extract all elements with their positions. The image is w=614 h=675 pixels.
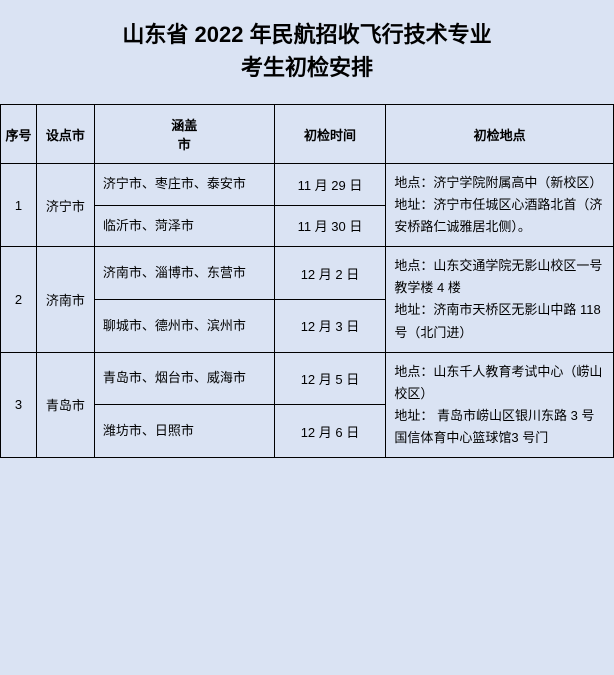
header-date: 初检时间 — [274, 105, 386, 164]
table-row: 2 济南市 济南市、淄博市、东营市 12 月 2 日 地点：山东交通学院无影山校… — [1, 247, 614, 300]
header-cover-line2: 市 — [99, 134, 270, 153]
cell-cover: 济南市、淄博市、东营市 — [94, 247, 274, 300]
cell-seq: 3 — [1, 352, 37, 457]
cell-date: 11 月 29 日 — [274, 164, 386, 206]
header-cover-line1: 涵盖 — [99, 115, 270, 134]
header-city: 设点市 — [36, 105, 94, 164]
cell-date: 11 月 30 日 — [274, 205, 386, 247]
title-line-2: 考生初检安排 — [20, 51, 594, 84]
cell-cover: 临沂市、菏泽市 — [94, 205, 274, 247]
title-line-1: 山东省 2022 年民航招收飞行技术专业 — [20, 18, 594, 51]
table-header-row: 序号 设点市 涵盖 市 初检时间 初检地点 — [1, 105, 614, 164]
cell-date: 12 月 3 日 — [274, 299, 386, 352]
schedule-table: 序号 设点市 涵盖 市 初检时间 初检地点 1 济宁市 济宁市、枣庄市、泰安市 … — [0, 104, 614, 458]
cell-city: 济南市 — [36, 247, 94, 352]
cell-cover: 聊城市、德州市、滨州市 — [94, 299, 274, 352]
table-row: 1 济宁市 济宁市、枣庄市、泰安市 11 月 29 日 地点：济宁学院附属高中（… — [1, 164, 614, 206]
cell-cover: 潍坊市、日照市 — [94, 405, 274, 458]
cell-seq: 2 — [1, 247, 37, 352]
header-cover: 涵盖 市 — [94, 105, 274, 164]
header-seq: 序号 — [1, 105, 37, 164]
cell-loc: 地点：济宁学院附属高中（新校区）地址：济宁市任城区心酒路北首（济安桥路仁诚雅居北… — [386, 164, 614, 247]
header-loc: 初检地点 — [386, 105, 614, 164]
cell-date: 12 月 2 日 — [274, 247, 386, 300]
cell-city: 济宁市 — [36, 164, 94, 247]
cell-seq: 1 — [1, 164, 37, 247]
page-title: 山东省 2022 年民航招收飞行技术专业 考生初检安排 — [0, 0, 614, 104]
cell-date: 12 月 6 日 — [274, 405, 386, 458]
cell-loc: 地点：山东交通学院无影山校区一号教学楼 4 楼地址：济南市天桥区无影山中路 11… — [386, 247, 614, 352]
cell-cover: 青岛市、烟台市、威海市 — [94, 352, 274, 405]
cell-date: 12 月 5 日 — [274, 352, 386, 405]
table-row: 3 青岛市 青岛市、烟台市、威海市 12 月 5 日 地点：山东千人教育考试中心… — [1, 352, 614, 405]
cell-loc: 地点：山东千人教育考试中心（崂山校区）地址： 青岛市崂山区银川东路 3 号国信体… — [386, 352, 614, 457]
cell-city: 青岛市 — [36, 352, 94, 457]
cell-cover: 济宁市、枣庄市、泰安市 — [94, 164, 274, 206]
